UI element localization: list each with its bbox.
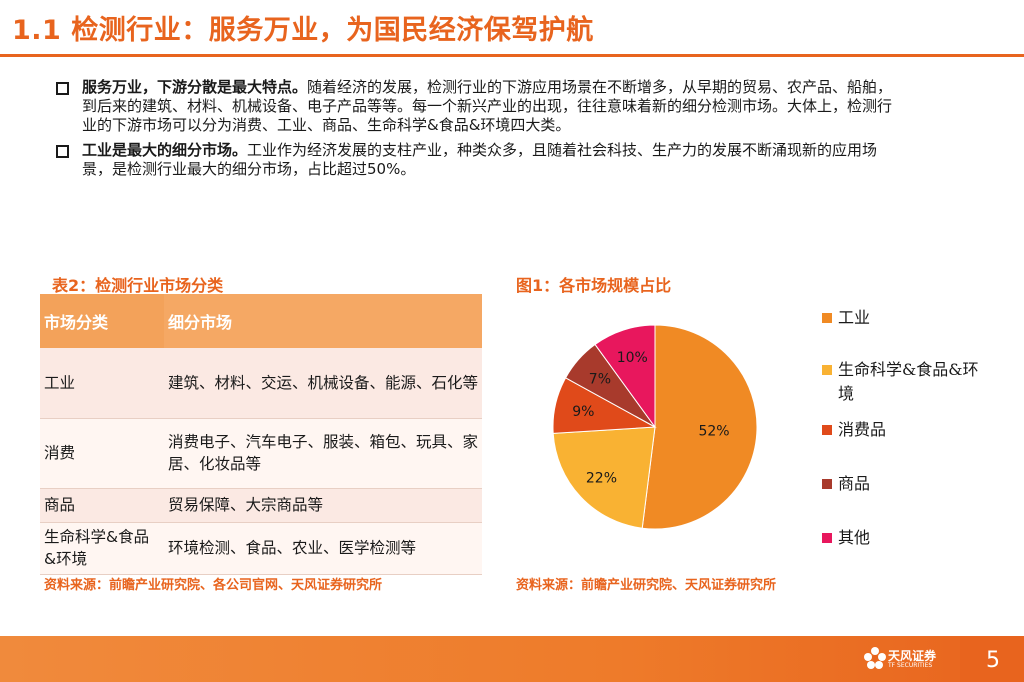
- table-cell-category: 工业: [40, 348, 164, 419]
- bullet-body: 工业作为经济发展的支柱产业，种类众多，且随着社会科技、生产力的发展不断涌现新的应…: [82, 141, 878, 178]
- table-cell-category: 消费: [40, 418, 164, 489]
- legend-swatch: [822, 533, 832, 543]
- pie-data-label: 7%: [589, 371, 611, 387]
- table-cell-category: 生命科学&食品&环境: [40, 522, 164, 575]
- legend-label: 工业: [838, 308, 871, 327]
- brand-name-cn: 天风证券: [888, 649, 937, 663]
- brand-name-en: TF SECURITIES: [888, 662, 933, 669]
- table-row: 生命科学&食品&环境 环境检测、食品、农业、医学检测等: [40, 522, 482, 575]
- table-cell-submarket: 消费电子、汽车电子、服装、箱包、玩具、家居、化妆品等: [164, 418, 482, 489]
- pie-slice: [594, 324, 656, 429]
- table-row: 商品 贸易保障、大宗商品等: [40, 488, 482, 523]
- table-row: 消费 消费电子、汽车电子、服装、箱包、玩具、家居、化妆品等: [40, 418, 482, 489]
- title-divider: [0, 54, 1024, 57]
- pie-data-label: 52%: [698, 424, 729, 440]
- brand-logo: 天风证券 TF SECURITIES: [862, 645, 942, 673]
- table-cell-submarket: 贸易保障、大宗商品等: [164, 488, 482, 523]
- legend-swatch: [822, 313, 832, 323]
- square-bullet-icon: [56, 82, 69, 95]
- table-cell-submarket: 环境检测、食品、农业、医学检测等: [164, 522, 482, 575]
- bullet-item-1: 服务万业，下游分散是最大特点。随着经济的发展，检测行业的下游应用场景在不断增多，…: [54, 78, 904, 135]
- pie-slice: [641, 324, 758, 530]
- chart-source: 资料来源：前瞻产业研究院、天风证券研究所: [516, 578, 777, 593]
- page-number: 5: [986, 648, 1000, 673]
- table-header-category: 市场分类: [40, 294, 164, 348]
- legend-label: 生命科学&食品&环境: [838, 360, 979, 403]
- table-caption: 表2：检测行业市场分类: [52, 276, 224, 295]
- table-header-submarket: 细分市场: [164, 294, 482, 348]
- pie-data-label: 22%: [586, 470, 617, 486]
- page-number-box: [960, 636, 1024, 682]
- chart-caption: 图1：各市场规模占比: [516, 276, 672, 295]
- table-cell-submarket: 建筑、材料、交运、机械设备、能源、石化等: [164, 348, 482, 419]
- bullet-list: 服务万业，下游分散是最大特点。随着经济的发展，检测行业的下游应用场景在不断增多，…: [54, 78, 904, 185]
- page-title: 1.1 检测行业：服务万业，为国民经济保驾护航: [12, 15, 594, 46]
- legend-label: 其他: [838, 528, 871, 547]
- bullet-lead: 工业是最大的细分市场。: [82, 141, 248, 159]
- legend-label: 商品: [838, 474, 871, 493]
- market-table: 市场分类 细分市场 工业 建筑、材料、交运、机械设备、能源、石化等 消费 消费电…: [40, 294, 482, 575]
- legend-swatch: [822, 479, 832, 489]
- table-header-row: 市场分类 细分市场: [40, 294, 482, 348]
- table-source: 资料来源：前瞻产业研究院、各公司官网、天风证券研究所: [44, 578, 383, 593]
- legend-swatch: [822, 425, 832, 435]
- flower-logo-icon: [864, 647, 886, 669]
- pie-data-label: 9%: [572, 404, 594, 420]
- square-bullet-icon: [56, 145, 69, 158]
- table-cell-category: 商品: [40, 488, 164, 523]
- pie-data-label: 10%: [617, 350, 648, 366]
- market-share-pie-chart: 52% 22% 9% 7% 10%: [552, 324, 758, 530]
- bullet-item-2: 工业是最大的细分市场。工业作为经济发展的支柱产业，种类众多，且随着社会科技、生产…: [54, 141, 904, 179]
- bullet-body: 随着经济的发展，检测行业的下游应用场景在不断增多，从早期的贸易、农产品、船舶，到…: [82, 78, 893, 134]
- legend-swatch: [822, 365, 832, 375]
- legend-label: 消费品: [838, 420, 887, 439]
- bullet-lead: 服务万业，下游分散是最大特点。: [82, 78, 308, 96]
- footer-bar: [0, 636, 1024, 682]
- table-row: 工业 建筑、材料、交运、机械设备、能源、石化等: [40, 348, 482, 419]
- pie-slice: [552, 426, 656, 529]
